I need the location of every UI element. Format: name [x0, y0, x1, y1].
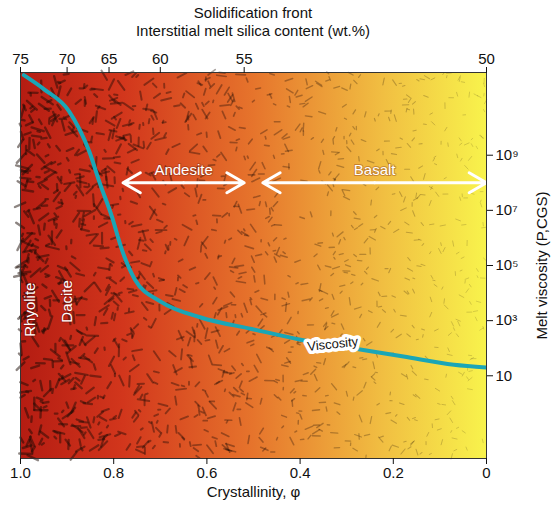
svg-text:0.8: 0.8	[103, 464, 124, 481]
svg-text:Melt viscosity (P,CGS): Melt viscosity (P,CGS)	[533, 191, 550, 339]
svg-text:Basalt: Basalt	[354, 161, 397, 178]
svg-text:10⁵: 10⁵	[496, 256, 519, 273]
svg-text:55: 55	[236, 50, 253, 67]
svg-text:50: 50	[478, 50, 495, 67]
svg-text:Dacite: Dacite	[58, 280, 75, 323]
svg-text:10³: 10³	[496, 311, 518, 328]
svg-text:10: 10	[496, 367, 513, 384]
html-text:Solidification front: Solidification front	[193, 4, 313, 21]
svg-text:0: 0	[482, 464, 490, 481]
svg-text:Rhyolite: Rhyolite	[21, 283, 38, 337]
svg-text:Viscosity: Viscosity	[307, 334, 360, 354]
svg-text:0.2: 0.2	[383, 464, 404, 481]
svg-text:Crystallinity, φ: Crystallinity, φ	[207, 483, 301, 500]
svg-text:0.6: 0.6	[196, 464, 217, 481]
svg-text:10⁹: 10⁹	[496, 146, 519, 163]
svg-text:75: 75	[12, 50, 29, 67]
svg-text:Andesite: Andesite	[154, 161, 212, 178]
svg-text:1.0: 1.0	[10, 464, 31, 481]
svg-text:65: 65	[101, 50, 118, 67]
svg-text:70: 70	[59, 50, 76, 67]
svg-text:60: 60	[152, 50, 169, 67]
svg-text:0.4: 0.4	[290, 464, 311, 481]
html-text:Interstitial melt silica conte: Interstitial melt silica content (wt.%)	[135, 22, 371, 39]
svg-text:10⁷: 10⁷	[496, 201, 518, 218]
